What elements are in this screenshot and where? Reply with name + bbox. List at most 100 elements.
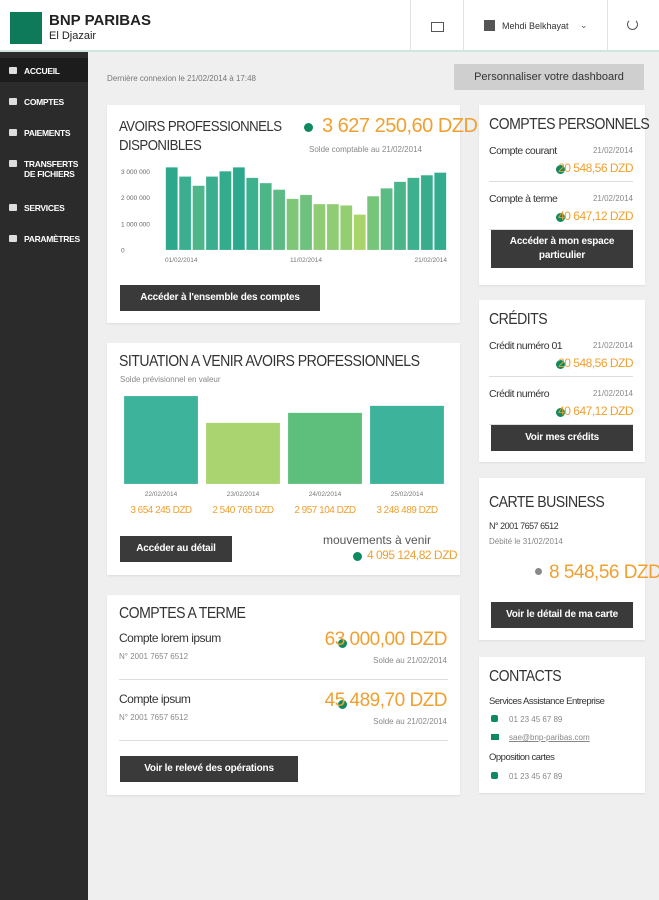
bar bbox=[205, 176, 219, 251]
nav-item[interactable]: COMPTES bbox=[24, 97, 64, 107]
service: Services Assistance Entreprise bbox=[489, 696, 605, 707]
bar bbox=[340, 205, 353, 251]
nav-item[interactable]: ACCUEIL bbox=[24, 66, 60, 76]
row-amount: 20 548,56 DZD bbox=[558, 356, 633, 370]
y-tick-label: 2 000 000 bbox=[121, 195, 150, 202]
email[interactable]: sae@bnp-paribas.com bbox=[509, 733, 590, 742]
bar-chart: 22/02/2014 3 654 245 DZD 23/02/2014 2 540 7… bbox=[123, 395, 445, 516]
card-personnels: COMPTES PERSONNELS Accéder à mon espace … bbox=[479, 105, 650, 285]
nav-item[interactable]: TRANSFERTS DE FICHIERS bbox=[24, 159, 79, 179]
card-title: CRÉDITS bbox=[489, 311, 548, 328]
button[interactable]: Voir mes crédits bbox=[491, 425, 633, 451]
phone-icon bbox=[491, 715, 498, 722]
bar bbox=[393, 181, 407, 251]
header: BNP PARIBAS El Djazair Mehdi Belkhayat ⌄ bbox=[0, 0, 659, 52]
y-tick-label: 1 000 000 bbox=[121, 221, 150, 228]
divider bbox=[463, 0, 464, 50]
card-number: N° 2001 7657 6512 bbox=[489, 521, 559, 531]
card-title: AVOIRS PROFESSIONNELS DISPONIBLES bbox=[119, 118, 282, 154]
bar bbox=[286, 198, 299, 251]
button[interactable]: Voir le relevé des opérations bbox=[120, 756, 298, 782]
status-dot bbox=[556, 213, 565, 222]
nav-icon bbox=[9, 235, 17, 242]
divider bbox=[607, 0, 608, 50]
card-title: SITUATION A VENIR AVOIRS PROFESSIONNELS bbox=[119, 353, 420, 370]
button[interactable]: Accéder à mon espace particulier bbox=[491, 230, 633, 268]
status-dot bbox=[304, 123, 313, 132]
bar bbox=[287, 412, 363, 485]
phone-icon bbox=[491, 772, 498, 779]
x-tick-label: 24/02/2014 bbox=[309, 491, 342, 498]
nav-icon bbox=[9, 204, 17, 211]
account-number: N° 2001 7657 6512 bbox=[119, 652, 189, 661]
nav-item[interactable]: SERVICES bbox=[24, 203, 65, 213]
status-dot bbox=[535, 568, 542, 575]
user-name[interactable]: Mehdi Belkhayat bbox=[502, 21, 569, 31]
bar bbox=[272, 189, 286, 251]
nav-icon bbox=[9, 67, 17, 74]
power-icon[interactable] bbox=[627, 19, 638, 30]
nav-item[interactable]: PAIEMENTS bbox=[24, 128, 71, 138]
bar bbox=[434, 172, 447, 251]
bar bbox=[123, 395, 199, 485]
account-name: Compte ipsum bbox=[119, 692, 191, 706]
y-tick-label: 3 000 000 bbox=[121, 169, 150, 176]
customize-button[interactable]: Personnaliser votre dashboard bbox=[454, 64, 644, 90]
card-title: COMPTES A TERME bbox=[119, 605, 246, 622]
button[interactable]: Accéder au détail bbox=[120, 536, 232, 562]
mail-icon[interactable] bbox=[431, 22, 444, 32]
bar bbox=[232, 167, 246, 251]
value-label: 3 654 245 DZD bbox=[130, 505, 192, 516]
value-label: 2 957 104 DZD bbox=[294, 505, 356, 516]
x-tick-label: 01/02/2014 bbox=[165, 257, 198, 264]
x-tick-label: 25/02/2014 bbox=[391, 491, 424, 498]
card-carte: CARTE BUSINESS N° 2001 7657 6512 Débité … bbox=[479, 478, 659, 640]
button[interactable]: Accéder à l'ensemble des comptes bbox=[120, 285, 320, 311]
row-date: 21/02/2014 bbox=[592, 389, 633, 398]
divider bbox=[410, 0, 411, 50]
brand: BNP PARIBAS bbox=[49, 12, 151, 29]
x-tick-label: 23/02/2014 bbox=[227, 491, 260, 498]
bar bbox=[420, 174, 434, 251]
logo bbox=[10, 12, 42, 44]
nav-item[interactable]: PARAMÈTRES bbox=[24, 234, 80, 244]
bar bbox=[178, 176, 192, 251]
chevron[interactable]: ⌄ bbox=[580, 20, 588, 30]
nav-icon bbox=[9, 129, 17, 136]
bar bbox=[192, 185, 205, 251]
bar bbox=[313, 203, 326, 251]
card-title: CARTE BUSINESS bbox=[489, 494, 605, 511]
bar bbox=[353, 214, 366, 251]
row-amount: 40 647,12 DZD bbox=[558, 209, 633, 223]
user-icon bbox=[484, 20, 495, 31]
card-contacts: CONTACTS Services Assistance Entreprise … bbox=[479, 657, 645, 793]
status-dot bbox=[556, 165, 565, 174]
bar bbox=[246, 177, 259, 251]
separator bbox=[489, 229, 633, 230]
note: Solde au 21/02/2014 bbox=[373, 656, 447, 665]
mail-icon bbox=[491, 734, 499, 740]
status-dot bbox=[338, 639, 347, 648]
value-label: 3 248 489 DZD bbox=[376, 505, 438, 516]
card-title: COMPTES PERSONNELS bbox=[489, 116, 650, 133]
account-number: N° 2001 7657 6512 bbox=[119, 713, 189, 722]
card-credits: CRÉDITS Voir mes crédits Crédit numéro 0… bbox=[479, 300, 645, 462]
bar bbox=[326, 203, 340, 251]
amount: 3 627 250,60 DZD bbox=[322, 115, 478, 137]
bar bbox=[165, 167, 178, 251]
status-dot bbox=[556, 408, 565, 417]
card-title: CONTACTS bbox=[489, 668, 562, 685]
nav-icon bbox=[9, 160, 17, 167]
bar bbox=[369, 405, 445, 485]
nav-icon bbox=[9, 98, 17, 105]
bar bbox=[259, 182, 272, 251]
button[interactable]: Voir le détail de ma carte bbox=[491, 602, 633, 628]
row-name: Compte courant bbox=[489, 145, 557, 157]
row-amount: 20 548,56 DZD bbox=[558, 161, 633, 175]
status-dot bbox=[338, 700, 347, 709]
row-name: Crédit numéro bbox=[489, 388, 550, 400]
subtitle: Solde prévisionnel en valeur bbox=[120, 375, 221, 384]
sidebar: ACCUEIL COMPTES PAIEMENTS TRANSFERTS DE FIC… bbox=[0, 52, 88, 900]
bar bbox=[299, 194, 313, 251]
status-dot bbox=[556, 360, 565, 369]
